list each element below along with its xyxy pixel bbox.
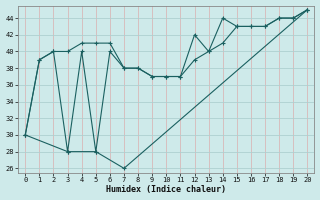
X-axis label: Humidex (Indice chaleur): Humidex (Indice chaleur) — [106, 185, 226, 194]
